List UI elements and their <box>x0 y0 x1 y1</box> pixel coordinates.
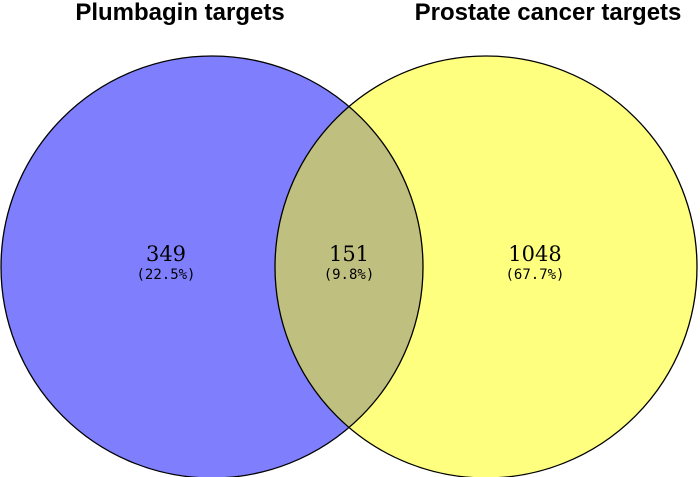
left-only-percent: (22.5%) <box>136 267 195 283</box>
right-only-percent: (67.7%) <box>505 267 564 283</box>
right-set-title: Prostate cancer targets <box>415 0 682 26</box>
right-set-outline <box>274 55 698 477</box>
left-set-title: Plumbagin targets <box>75 0 284 26</box>
right-only-count: 1048 <box>508 242 561 266</box>
left-set-outline <box>0 55 424 477</box>
intersection-region <box>275 56 423 477</box>
intersection-percent: (9.8%) <box>324 267 375 283</box>
intersection-count: 151 <box>329 242 369 266</box>
left-only-count: 349 <box>146 242 186 266</box>
